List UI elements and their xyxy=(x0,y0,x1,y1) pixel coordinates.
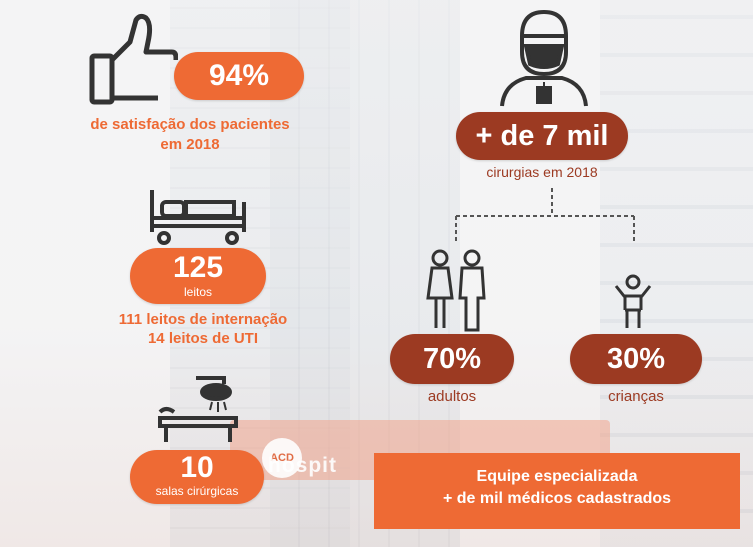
satisfaction-value: 94% xyxy=(208,59,270,92)
hospital-bed-icon xyxy=(150,190,246,245)
rooms-value: 10 xyxy=(180,451,214,484)
adults-caption: adultos xyxy=(390,387,514,406)
satisfaction-caption-line2: em 2018 xyxy=(160,136,220,153)
hospital-sign-text: hospit xyxy=(268,454,337,477)
team-box: Equipe especializada + de mil médicos ca… xyxy=(374,453,740,529)
beds-detail-line1: 111 leitos de internação xyxy=(118,311,288,328)
beds-value: 125 xyxy=(172,251,224,284)
satisfaction-caption-line1: de satisfação dos pacientes xyxy=(90,116,290,133)
surgeries-caption-text: cirurgias em 2018 xyxy=(486,164,598,180)
beds-detail-line2: 14 leitos de UTI xyxy=(147,330,259,347)
team-line2: + de mil médicos cadastrados xyxy=(442,490,672,507)
rooms-unit: salas cirúrgicas xyxy=(155,484,239,498)
surgery-table-icon xyxy=(158,376,238,442)
surgeries-value: + de 7 mil xyxy=(475,120,609,152)
children-caption: crianças xyxy=(570,387,702,406)
child-icon xyxy=(614,274,652,328)
children-caption-text: crianças xyxy=(608,388,664,405)
satisfaction-caption: de satisfação dos pacientes em 2018 xyxy=(60,115,320,155)
surgeries-caption: cirurgias em 2018 xyxy=(456,163,628,181)
rooms-badge: 10 salas cirúrgicas xyxy=(130,450,264,504)
adults-icon xyxy=(426,249,486,332)
connector-lines xyxy=(455,188,635,244)
adults-value: 70% xyxy=(422,343,482,375)
adults-badge: 70% xyxy=(390,334,514,384)
hospital-logo-text: ACD xyxy=(270,452,294,464)
surgeries-badge: + de 7 mil xyxy=(456,112,628,160)
adults-caption-text: adultos xyxy=(427,388,477,405)
thumbs-up-icon xyxy=(89,13,178,105)
hospital-logo: ACD xyxy=(262,438,302,478)
beds-detail: 111 leitos de internação 14 leitos de UT… xyxy=(98,310,308,348)
satisfaction-badge: 94% xyxy=(174,52,304,100)
beds-unit: leitos xyxy=(183,285,212,299)
team-line1: Equipe especializada xyxy=(476,468,638,485)
children-value: 30% xyxy=(606,343,666,375)
children-badge: 30% xyxy=(570,334,702,384)
beds-badge: 125 leitos xyxy=(130,248,266,304)
surgeon-icon xyxy=(500,9,588,107)
